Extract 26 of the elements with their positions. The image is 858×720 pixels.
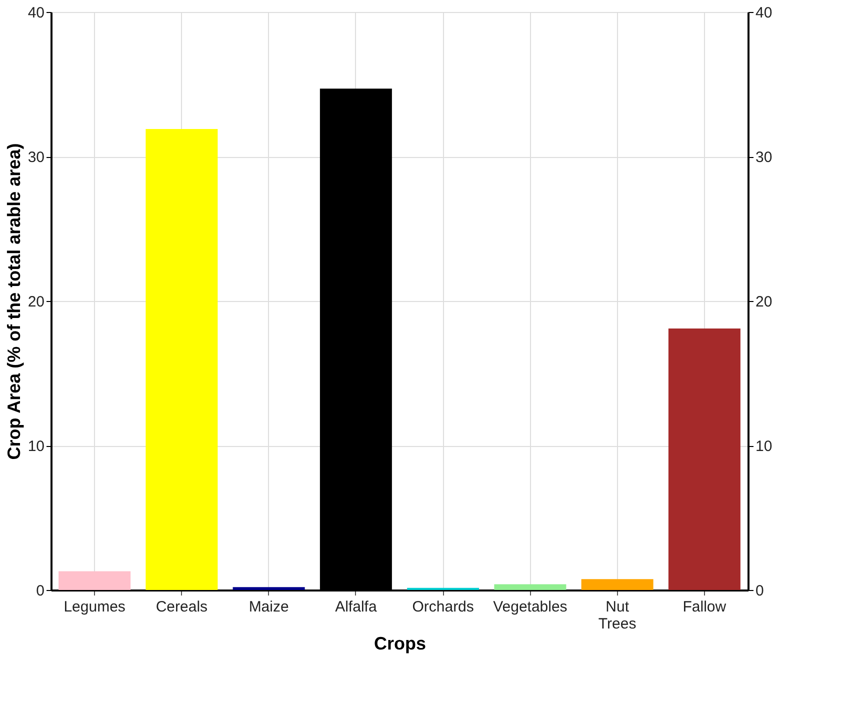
y-axis-title: Crop Area (% of the total arable area) [4, 143, 24, 460]
y2-tick-label: 20 [756, 294, 772, 310]
bar [668, 328, 740, 590]
y2-tick-label: 30 [756, 149, 772, 166]
x-tick-label: Maize [248, 598, 289, 616]
y-tick-label: 20 [28, 294, 44, 310]
y2-tick-label: 10 [756, 438, 772, 455]
y2-tick-label: 0 [756, 582, 764, 600]
x-tick-label: Vegetables [493, 598, 568, 616]
bar [146, 129, 218, 590]
x-tick-label: Alfalfa [335, 598, 378, 616]
bar [232, 587, 305, 590]
x-tick-label: Cereals [156, 598, 208, 616]
x-tick-label: Orchards [412, 598, 474, 616]
x-tick-label: Fallow [682, 598, 726, 616]
y-tick-label: 10 [28, 438, 44, 455]
x-axis-title: Crops [374, 634, 426, 654]
y-tick-label: 30 [28, 149, 44, 166]
x-tick-label: Nut Trees [598, 598, 636, 632]
y2-tick-label: 40 [756, 4, 772, 22]
bar [58, 571, 131, 590]
y-tick-label: 40 [28, 4, 44, 22]
bar [581, 579, 654, 590]
y-tick-label: 0 [36, 582, 44, 600]
bar [494, 584, 566, 590]
x-tick-label: Legumes [64, 598, 126, 616]
